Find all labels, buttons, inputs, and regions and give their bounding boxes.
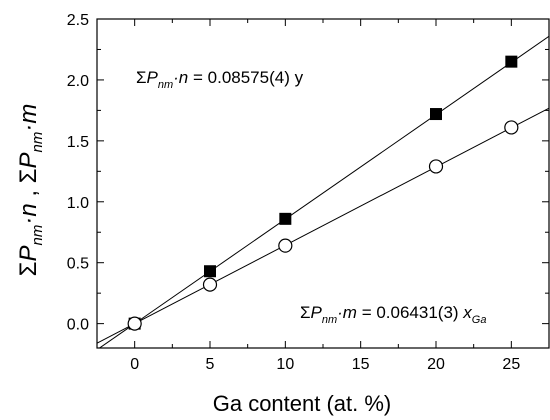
y-axis-label-p-2: P (15, 152, 42, 168)
y-axis-label-m: ·m (15, 104, 42, 132)
fit-annotation-m-sigma: Σ (300, 303, 311, 322)
fit-annotation-m-p: P (311, 303, 323, 322)
y-tick-label: 2.0 (67, 73, 89, 90)
y-axis-label-sigma-2: Σ (15, 168, 42, 183)
fit-line-series-1 (98, 35, 549, 348)
fit-annotation-m-var: ·m (337, 303, 357, 322)
fit-annotation-n-sigma: Σ (136, 68, 147, 87)
y-tick-label: 1.5 (67, 134, 89, 151)
fit-annotation-n: ΣPnm·n = 0.08575(4) y (136, 68, 304, 91)
fit-annotation-m-sub: nm (322, 314, 337, 326)
fit-annotation-n-p: P (147, 68, 159, 87)
data-point-circle (202, 277, 218, 292)
y-tick-label: 0.0 (67, 317, 89, 334)
y-tick-label: 2.5 (67, 12, 89, 29)
data-point-square (204, 265, 216, 278)
data-point-square (430, 108, 442, 121)
y-axis-label-sub-nm-2: nm (29, 132, 46, 153)
y-axis-label-p: P (15, 246, 42, 262)
fit-annotation-n-var: ·n (173, 68, 188, 87)
data-point-circle (428, 159, 444, 174)
y-axis-label-sigma: Σ (15, 262, 42, 277)
plot-area: 0 5 10 15 20 25 0.0 0.5 1.0 1.5 2.0 2.5 (67, 12, 550, 373)
y-axis-label: ΣPnm·n , ΣPnm·m (15, 104, 46, 277)
y-axis-label-n: ·n (15, 203, 42, 224)
data-point-square (505, 55, 518, 68)
fit-annotation-m-eq: = 0.06431(3) (357, 303, 463, 322)
data-point-square (279, 212, 292, 225)
fit-annotation-m-x-sub: Ga (472, 314, 487, 326)
fit-line-series-2 (97, 107, 549, 344)
y-axis-label-sub-nm: nm (29, 225, 46, 246)
x-tick-label: 15 (352, 356, 370, 373)
y-axis-label-separator: , (15, 183, 42, 203)
fit-annotation-m: ΣPnm·m = 0.06431(3) xGa (300, 303, 486, 326)
y-tick-label: 1.0 (67, 195, 89, 212)
x-tick-label: 10 (276, 356, 294, 373)
data-point-circle (278, 238, 293, 253)
fit-annotation-n-eq: = 0.08575(4) y (188, 68, 303, 87)
x-tick-label: 25 (502, 356, 520, 373)
fit-annotation-m-x: x (462, 303, 472, 322)
x-tick-label: 0 (130, 356, 139, 373)
x-axis-label: Ga content (at. %) (213, 391, 392, 416)
data-point-circle (127, 316, 142, 331)
x-tick-label: 20 (427, 356, 445, 373)
plot-frame (96, 18, 550, 349)
x-tick-label: 5 (206, 356, 215, 373)
data-point-circle (504, 120, 519, 135)
fit-annotation-n-sub: nm (158, 79, 173, 91)
y-tick-label: 0.5 (67, 256, 89, 273)
